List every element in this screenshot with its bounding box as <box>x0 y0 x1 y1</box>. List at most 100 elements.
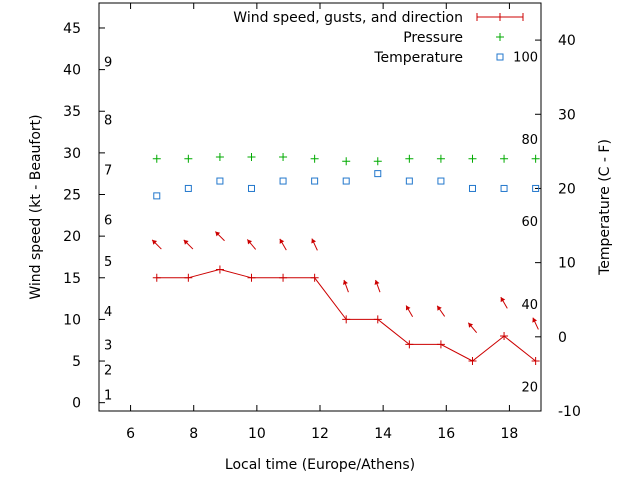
temperature-point <box>342 177 350 185</box>
legend-entry: Temperature <box>373 50 504 66</box>
temperature-point <box>184 184 192 192</box>
x-tick-label: 8 <box>189 426 198 442</box>
beaufort-label: 1 <box>104 388 112 403</box>
temperature-point <box>374 170 382 178</box>
beaufort-label: 9 <box>104 55 112 70</box>
temperature-point <box>247 184 255 192</box>
wind-direction-arrow <box>532 317 539 330</box>
pressure-point <box>215 153 224 162</box>
x-tick-label: 10 <box>248 426 266 442</box>
pressure-point <box>247 153 256 162</box>
wind-direction-arrow <box>214 231 225 242</box>
wind-direction-arrow <box>342 279 349 293</box>
y-right-tick-label: 30 <box>558 107 576 123</box>
y-left-tick-label: 25 <box>63 188 81 204</box>
beaufort-label: 7 <box>104 164 112 179</box>
temperature-point <box>405 177 413 185</box>
wind-direction-arrow <box>500 296 508 309</box>
wind-point <box>531 357 540 366</box>
legend: Wind speed, gusts, and direction Pressure… <box>233 10 524 66</box>
fahrenheit-label: 80 <box>521 133 538 148</box>
beaufort-label: 5 <box>104 255 112 270</box>
beaufort-label: 3 <box>104 338 112 353</box>
legend-entry: Wind speed, gusts, and direction <box>233 10 524 26</box>
x-tick-label: 6 <box>126 426 135 442</box>
wind-point <box>436 340 445 349</box>
x-tick-label: 14 <box>374 426 392 442</box>
beaufort-label: 8 <box>104 114 112 129</box>
wind-direction-arrow <box>436 305 446 317</box>
chart-series-layer <box>151 153 540 366</box>
pressure-point <box>310 154 319 163</box>
chart-labels-layer: 6 8 10 12 14 16 18051015202530354045-100102030… <box>63 21 581 442</box>
pressure-point <box>500 154 509 163</box>
wind-direction-arrow <box>246 239 257 250</box>
y-left-tick-label: 30 <box>63 146 81 162</box>
temperature-point <box>216 177 224 185</box>
y-right-tick-label: 40 <box>558 33 576 49</box>
pressure-point <box>468 154 477 163</box>
y-left-tick-label: 5 <box>72 354 81 370</box>
legend-label: Temperature <box>373 50 463 66</box>
fahrenheit-label: 60 <box>521 215 538 230</box>
y-left-tick-label: 35 <box>63 104 81 120</box>
wind-direction-arrow <box>311 238 318 251</box>
wind-direction-arrow <box>405 305 414 317</box>
x-axis-label: Local time (Europe/Athens) <box>225 457 415 473</box>
y-left-tick-label: 45 <box>63 21 81 37</box>
chart-ticks-layer <box>99 3 541 412</box>
x-tick-label: 18 <box>501 426 519 442</box>
wind-point <box>500 332 509 341</box>
fahrenheit-label: 100 <box>513 50 538 65</box>
y-left-tick-label: 20 <box>63 229 81 245</box>
y-left-tick-label: 10 <box>63 312 81 328</box>
wind-direction-arrow <box>183 239 194 250</box>
pressure-point <box>373 157 382 166</box>
pressure-point <box>405 154 414 163</box>
wind-point <box>279 273 288 282</box>
wind-point <box>342 315 351 324</box>
y-axis-left-label: Wind speed (kt - Beaufort) <box>28 114 44 299</box>
plot-frame <box>98 2 542 412</box>
y-right-tick-label: 0 <box>558 330 567 346</box>
y-right-tick-label: -10 <box>558 404 581 420</box>
pressure-point <box>436 154 445 163</box>
fahrenheit-label: 20 <box>521 381 538 396</box>
temperature-point <box>153 192 161 200</box>
beaufort-label: 4 <box>104 305 112 320</box>
pressure-point <box>279 153 288 162</box>
wind-point <box>184 273 193 282</box>
pressure-point <box>531 154 540 163</box>
legend-entry: Pressure <box>403 30 504 46</box>
y-left-tick-label: 40 <box>63 63 81 79</box>
y-axis-right-label: Temperature (C - F) <box>597 139 613 276</box>
wind-point <box>247 273 256 282</box>
fahrenheit-label: 40 <box>521 298 538 313</box>
temperature-point <box>311 177 319 185</box>
temperature-point <box>437 177 445 185</box>
wind-point <box>310 273 319 282</box>
beaufort-label: 6 <box>104 213 112 228</box>
legend-label: Wind speed, gusts, and direction <box>233 10 463 26</box>
y-right-tick-label: 10 <box>558 256 576 272</box>
pressure-point <box>342 157 351 166</box>
y-left-tick-label: 15 <box>63 271 81 287</box>
legend-label: Pressure <box>403 30 463 46</box>
wind-direction-arrow <box>151 239 162 250</box>
temperature-point <box>500 184 508 192</box>
y-left-tick-label: 0 <box>72 396 81 412</box>
x-tick-label: 12 <box>311 426 329 442</box>
temperature-point <box>468 184 476 192</box>
pressure-point <box>184 154 193 163</box>
wind-point <box>405 340 414 349</box>
wind-point <box>152 273 161 282</box>
y-right-tick-label: 20 <box>558 181 576 197</box>
temperature-point <box>532 184 540 192</box>
beaufort-label: 2 <box>104 363 112 378</box>
temperature-point <box>279 177 287 185</box>
wind-direction-arrow <box>374 279 381 293</box>
pressure-point <box>152 154 161 163</box>
wind-direction-arrow <box>467 322 478 334</box>
x-tick-label: 16 <box>437 426 455 442</box>
